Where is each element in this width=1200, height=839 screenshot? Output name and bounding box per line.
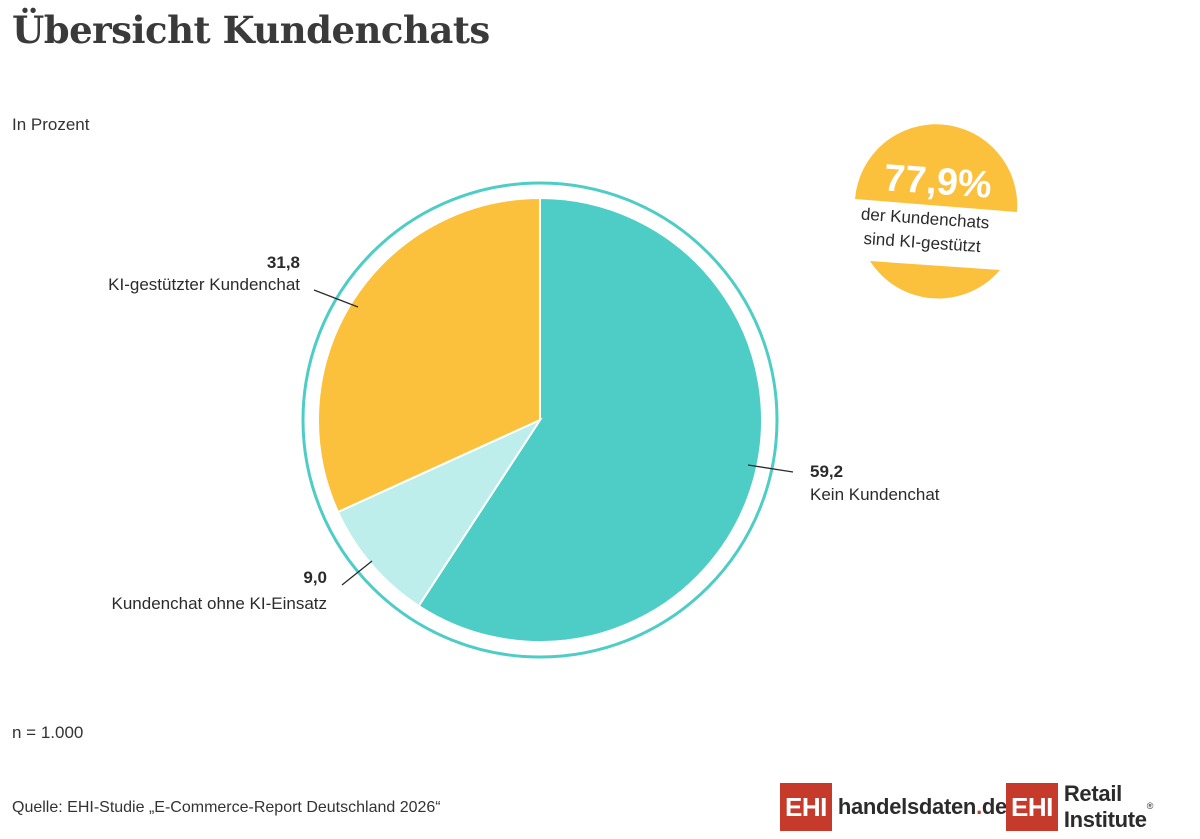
value-label-kein: 59,2 <box>810 462 843 481</box>
leader-line-ohne-ki <box>341 560 373 586</box>
callout-line-1: der Kundenchats <box>860 205 990 233</box>
registered-mark: ® <box>1146 800 1154 811</box>
slice-kein-kundenchat <box>417 196 763 643</box>
callout-line-2: sind KI-gestützt <box>863 229 981 256</box>
chart-title: Übersicht Kundenchats <box>12 8 490 52</box>
outer-ring <box>301 181 779 659</box>
slice-ohne-ki <box>336 417 543 608</box>
slice-ki-gestuetzt <box>317 196 541 514</box>
leader-line-ki <box>313 289 359 308</box>
handelsdaten-logo-dot: . <box>976 794 982 819</box>
slice-label-ohne-ki: Kundenchat ohne KI-Einsatz <box>112 594 327 613</box>
ehi-logo-box: EHI <box>1006 783 1058 831</box>
handelsdaten-logo-text: handelsdaten <box>837 794 977 819</box>
value-label-ki: 31,8 <box>267 253 300 272</box>
callout-top-shape <box>855 124 1018 212</box>
leader-line-kein <box>747 464 794 473</box>
ehi-logo-box: EHI <box>780 783 832 831</box>
slice-label-ki: KI-gestützter Kundenchat <box>108 275 300 294</box>
retail-institute-logo-text: Retail Institute <box>1063 781 1147 832</box>
callout-badge: 77,9% der Kundenchats sind KI-gestützt <box>855 124 1018 299</box>
handelsdaten-logo[interactable]: EHI handelsdaten.de <box>780 783 1007 831</box>
slice-label-kein: Kein Kundenchat <box>810 485 940 504</box>
chart-subtitle: In Prozent <box>12 115 90 134</box>
source-note: Quelle: EHI-Studie „E-Commerce-Report De… <box>12 799 441 816</box>
callout-bottom-shape <box>870 261 1000 299</box>
callout-value: 77,9% <box>883 157 993 206</box>
handelsdaten-logo-tld: de <box>981 794 1007 819</box>
sample-size: n = 1.000 <box>12 723 84 742</box>
retail-institute-logo[interactable]: EHI Retail Institute® <box>1006 781 1200 832</box>
value-label-ohne-ki: 9,0 <box>303 568 327 587</box>
